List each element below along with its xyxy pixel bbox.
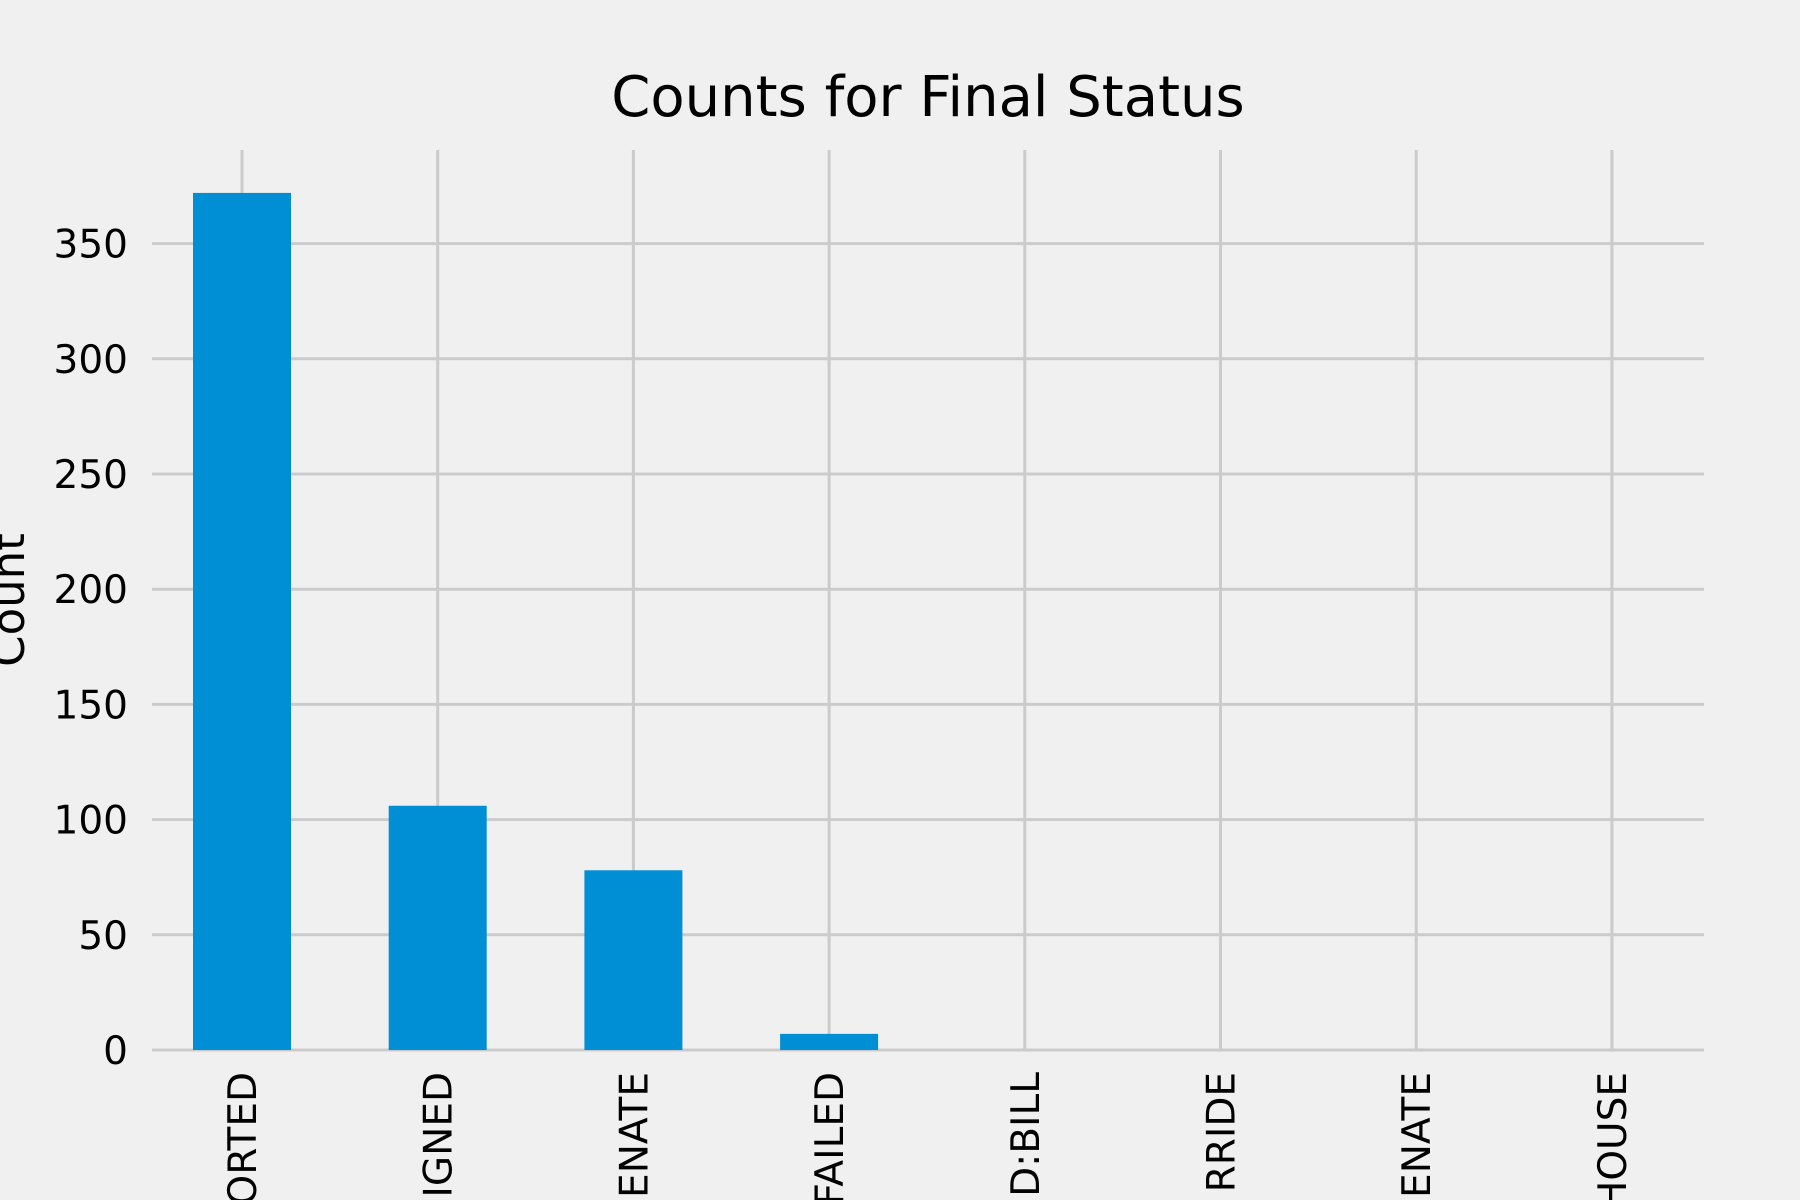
x-tick-label: IGNED: [417, 1072, 462, 1198]
y-tick-label: 150: [54, 683, 128, 728]
y-tick-label: 350: [54, 223, 128, 268]
y-axis-label: Count: [0, 533, 35, 667]
x-tick-label: HOUSE: [1591, 1072, 1636, 1200]
y-tick-label: 100: [54, 799, 128, 844]
x-tick-labels: ORTED IGNED ENATE FAILED D:BILL RRIDE ENATE HOU…: [221, 1072, 1636, 1200]
bar: [584, 870, 683, 1050]
y-tick-label: 200: [54, 568, 128, 613]
bar: [193, 192, 291, 1051]
x-tick-label: RRIDE: [1200, 1072, 1245, 1192]
y-tick-labels: 0 50 100 150 200 250 300 350: [54, 223, 128, 1074]
chart-title: Counts for Final Status: [611, 65, 1244, 130]
y-tick-label: 300: [54, 338, 128, 383]
y-tick-label: 0: [103, 1029, 128, 1074]
bar: [388, 805, 487, 1050]
x-tick-label: ORTED: [221, 1072, 266, 1200]
bar: [780, 1033, 879, 1050]
x-tick-label: ENATE: [612, 1072, 657, 1198]
x-tick-label: ENATE: [1395, 1072, 1440, 1198]
bars: [193, 192, 879, 1051]
x-tick-label: FAILED: [808, 1072, 853, 1200]
y-tick-label: 50: [78, 914, 128, 959]
x-tick-label: D:BILL: [1004, 1072, 1049, 1197]
y-gridlines: [152, 242, 1704, 1052]
y-tick-label: 250: [54, 453, 128, 498]
